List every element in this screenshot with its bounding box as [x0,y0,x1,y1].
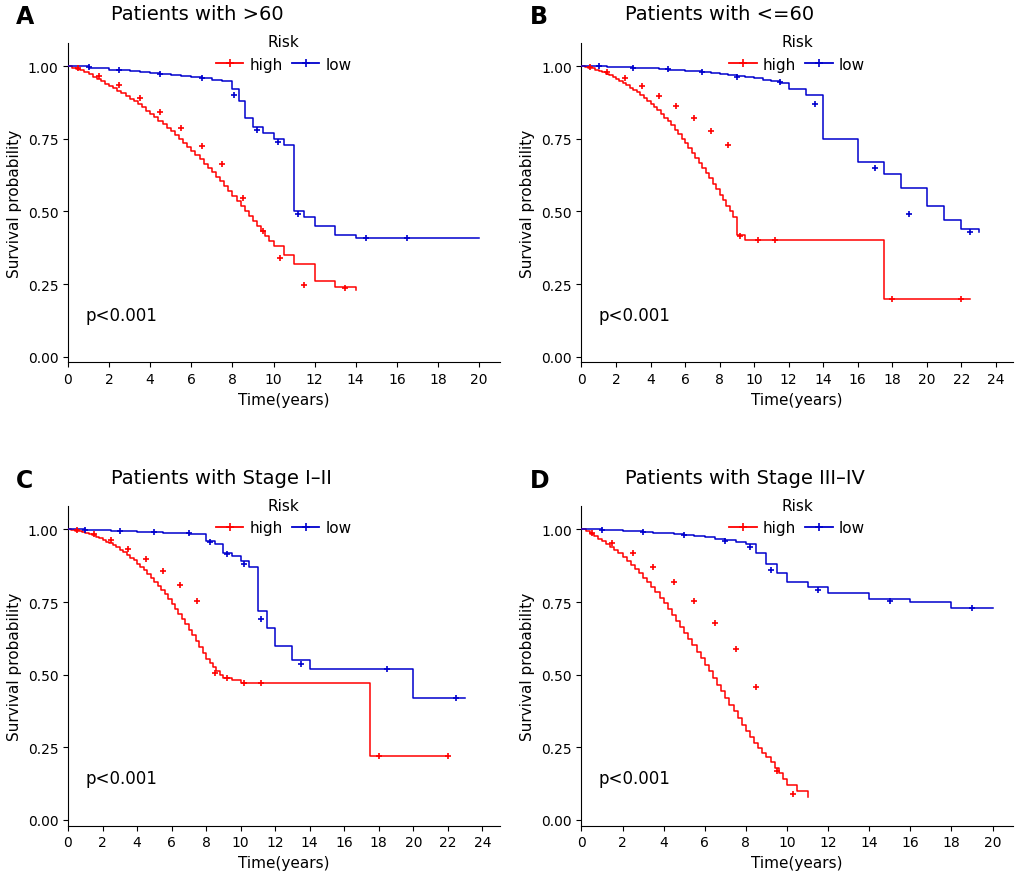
Y-axis label: Survival probability: Survival probability [7,130,22,277]
Legend: high, low: high, low [210,29,358,79]
Text: B: B [529,5,547,30]
Text: C: C [16,468,34,492]
Text: p<0.001: p<0.001 [598,769,669,788]
X-axis label: Time(years): Time(years) [751,392,842,407]
Text: Patients with Stage I–II: Patients with Stage I–II [111,468,331,488]
Text: p<0.001: p<0.001 [598,307,669,324]
Y-axis label: Survival probability: Survival probability [520,592,535,740]
Legend: high, low: high, low [722,492,870,542]
Text: D: D [529,468,549,492]
Text: Patients with >60: Patients with >60 [111,5,283,25]
Text: p<0.001: p<0.001 [86,769,157,788]
Legend: high, low: high, low [722,29,870,79]
Text: Patients with Stage III–IV: Patients with Stage III–IV [624,468,864,488]
Text: p<0.001: p<0.001 [86,307,157,324]
Y-axis label: Survival probability: Survival probability [7,592,22,740]
Legend: high, low: high, low [210,492,358,542]
Y-axis label: Survival probability: Survival probability [520,130,535,277]
Text: Patients with <=60: Patients with <=60 [624,5,813,25]
X-axis label: Time(years): Time(years) [751,855,842,870]
X-axis label: Time(years): Time(years) [237,392,329,407]
X-axis label: Time(years): Time(years) [237,855,329,870]
Text: A: A [16,5,35,30]
